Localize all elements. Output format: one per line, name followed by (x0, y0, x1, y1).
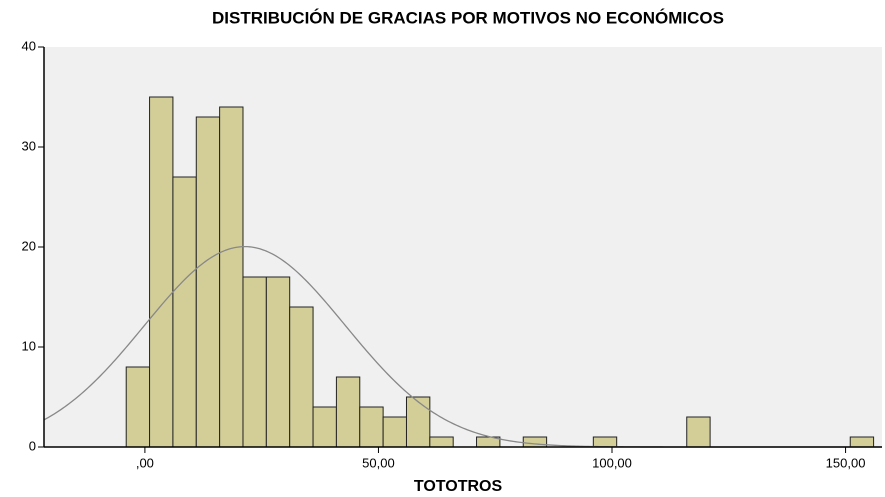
bar (686, 416, 711, 448)
bar (265, 276, 291, 448)
chart-title: DISTRIBUCIÓN DE GRACIAS POR MOTIVOS NO E… (212, 8, 724, 27)
bar (335, 376, 361, 448)
bar (359, 406, 384, 448)
bar (312, 406, 337, 448)
bar (592, 436, 618, 448)
bar (125, 366, 151, 448)
bar (522, 436, 548, 448)
bar (405, 396, 431, 448)
bar (195, 116, 221, 448)
x-tick-label: 50,00 (362, 455, 395, 470)
bar (289, 306, 314, 448)
bar (219, 106, 244, 448)
y-tick-label: 10 (22, 338, 36, 353)
bar (382, 416, 407, 448)
bar (429, 436, 454, 448)
x-tick-label: 100,00 (592, 455, 632, 470)
y-tick-label: 40 (22, 38, 36, 53)
bar (242, 276, 267, 448)
x-axis-label: TOTOTROS (414, 478, 503, 495)
bar (172, 176, 197, 448)
x-tick-label: 150,00 (826, 455, 866, 470)
bar (849, 436, 875, 448)
x-tick-label: ,00 (136, 455, 154, 470)
y-tick-label: 30 (22, 138, 36, 153)
bar (149, 96, 174, 448)
y-tick-label: 0 (29, 438, 36, 453)
y-tick-label: 20 (22, 238, 36, 253)
